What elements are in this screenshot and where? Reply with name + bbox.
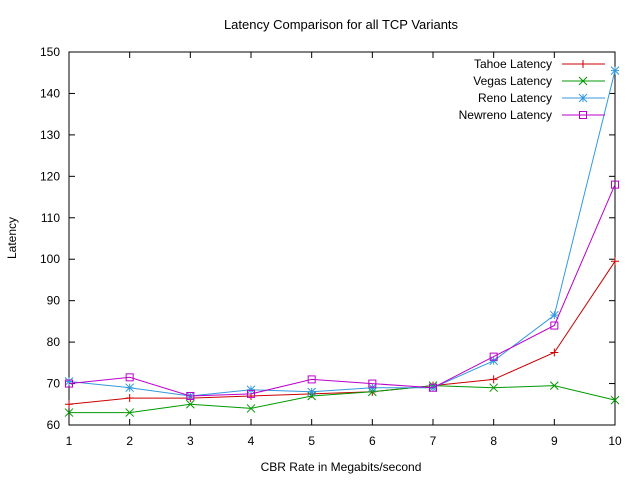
legend: Tahoe Latency Vegas Latency Reno Latency Ne…	[459, 57, 605, 122]
series-line	[69, 385, 616, 414]
x-axis-ticks: 1 2 3 4 5 6 7 8 9 10	[66, 52, 622, 448]
x-tick-label: 8	[490, 434, 497, 448]
data-point	[429, 383, 437, 392]
data-point	[246, 385, 256, 395]
data-point	[489, 352, 498, 361]
legend-label: Tahoe Latency	[474, 57, 552, 71]
data-point	[610, 66, 620, 76]
series-line	[68, 184, 616, 397]
data-point	[489, 375, 498, 384]
legend-label: Newreno Latency	[459, 108, 552, 122]
x-tick-label: 1	[66, 434, 73, 448]
data-point	[550, 321, 559, 330]
y-tick-label: 110	[41, 211, 60, 225]
chart-title: Latency Comparison for all TCP Variants	[224, 17, 459, 32]
data-point	[186, 391, 195, 400]
legend-label: Vegas Latency	[473, 74, 552, 88]
legend-marker	[578, 76, 588, 86]
data-point	[307, 391, 317, 401]
data-point	[65, 379, 73, 388]
series-vegas-latency	[64, 381, 620, 417]
y-tick-label: 70	[47, 377, 61, 391]
data-point	[125, 394, 134, 403]
y-tick-label: 60	[47, 418, 61, 432]
data-point	[125, 373, 134, 382]
y-axis-label: Latency	[5, 217, 19, 259]
data-point	[610, 395, 620, 405]
x-tick-label: 5	[308, 434, 315, 448]
y-tick-label: 130	[40, 128, 60, 142]
legend-marker	[578, 93, 588, 103]
data-point	[246, 404, 256, 413]
data-point	[247, 389, 255, 398]
data-point	[368, 379, 377, 388]
x-tick-label: 9	[551, 434, 558, 448]
data-point	[125, 408, 135, 417]
x-axis-label: CBR Rate in Megabits/second	[261, 460, 422, 474]
data-point	[489, 383, 499, 393]
data-point	[307, 375, 316, 384]
data-point	[185, 399, 195, 409]
y-tick-label: 150	[40, 45, 60, 59]
data-point	[549, 310, 559, 320]
data-point	[125, 383, 135, 393]
legend-label: Reno Latency	[478, 91, 552, 105]
series-layer	[64, 66, 620, 417]
data-point	[64, 377, 74, 386]
data-point	[64, 408, 74, 417]
data-point	[307, 387, 317, 397]
data-point	[367, 383, 377, 393]
y-tick-label: 100	[40, 252, 60, 266]
x-tick-label: 10	[608, 434, 622, 448]
data-point	[611, 180, 619, 189]
y-tick-label: 140	[40, 86, 60, 100]
series-line	[68, 261, 616, 405]
data-point	[65, 400, 73, 409]
data-point	[489, 356, 499, 366]
series-line	[68, 70, 616, 397]
data-point	[549, 381, 559, 390]
x-tick-label: 7	[430, 434, 437, 448]
x-tick-label: 2	[126, 434, 133, 448]
legend-marker	[579, 111, 587, 119]
y-tick-label: 80	[47, 335, 61, 349]
y-tick-label: 120	[40, 169, 60, 183]
x-tick-label: 4	[248, 434, 255, 448]
series-newreno-latency	[65, 180, 619, 400]
data-point	[550, 348, 559, 357]
x-tick-label: 3	[187, 434, 194, 448]
data-point	[367, 387, 377, 397]
y-axis-ticks: 60 70 80 90 100 110 120 130 140 150	[40, 45, 615, 432]
y-tick-label: 90	[47, 294, 61, 308]
data-point	[611, 257, 619, 266]
plot-frame	[68, 51, 616, 426]
series-tahoe-latency	[65, 257, 619, 409]
legend-marker	[579, 60, 587, 68]
x-tick-label: 6	[369, 434, 376, 448]
